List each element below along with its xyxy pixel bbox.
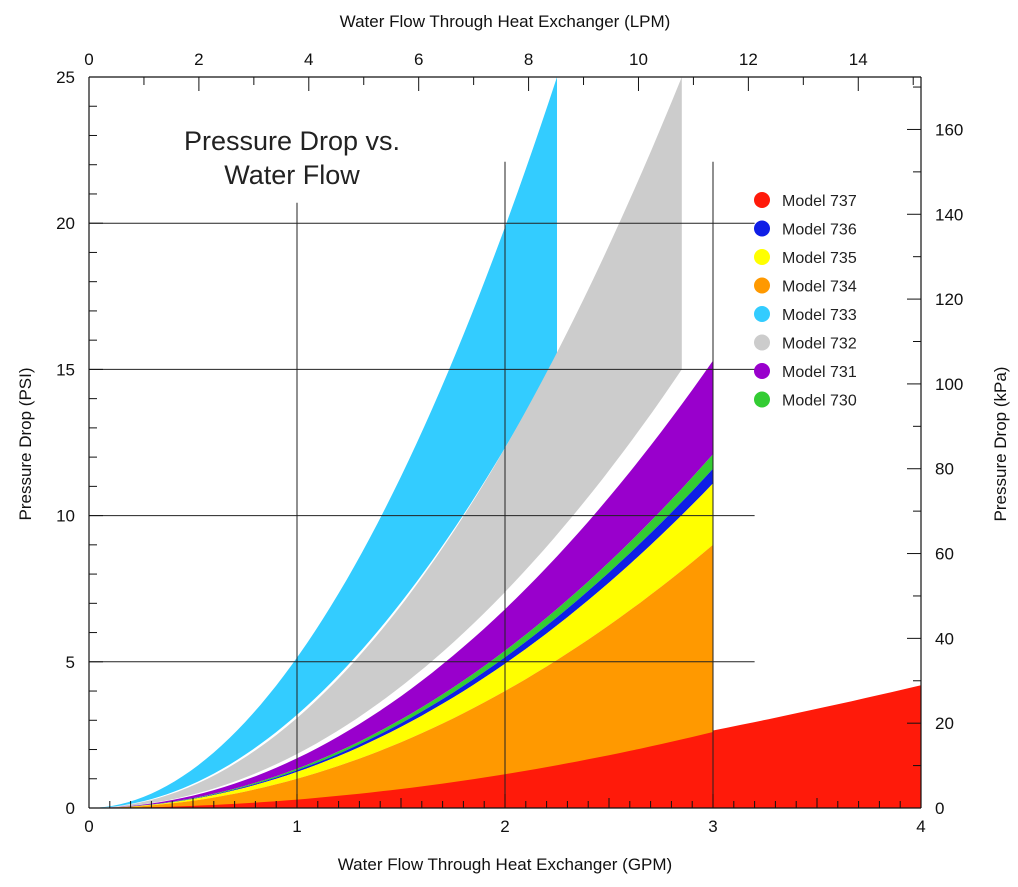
grid-layer — [89, 161, 755, 808]
y-right-tick-label: 20 — [935, 714, 954, 733]
chart-title-line-2: Water Flow — [224, 160, 360, 190]
legend-label: Model 732 — [782, 336, 857, 353]
x-bottom-axis-label: Water Flow Through Heat Exchanger (GPM) — [338, 855, 672, 874]
y-right-tick-label: 100 — [935, 375, 963, 394]
legend-swatch-model-732 — [754, 334, 770, 351]
legend-label: Model 731 — [782, 364, 857, 381]
y-right-tick-label: 80 — [935, 460, 954, 479]
legend-swatch-model-737 — [754, 192, 770, 208]
y-right-tick-label: 0 — [935, 799, 944, 818]
tick-layer — [88, 76, 922, 809]
y-left-tick-label: 0 — [66, 799, 75, 818]
area-model-731 — [89, 360, 713, 808]
legend-label: Model 734 — [782, 279, 857, 296]
x-bottom-tick-label: 1 — [292, 817, 301, 836]
y-left-tick-label: 20 — [56, 214, 75, 233]
x-bottom-tick-label: 4 — [916, 817, 925, 836]
y-left-tick-label: 10 — [56, 507, 75, 526]
chart-title-line-1: Pressure Drop vs. — [184, 126, 400, 156]
legend-swatch-model-734 — [754, 277, 770, 294]
x-bottom-tick-label: 2 — [500, 817, 509, 836]
x-bottom-tick-label: 3 — [708, 817, 717, 836]
legend-label: Model 730 — [782, 393, 857, 410]
x-top-tick-label: 6 — [414, 50, 423, 69]
y-right-tick-label: 40 — [935, 629, 954, 648]
legend-swatch-model-730 — [754, 391, 770, 408]
x-top-tick-label: 10 — [629, 50, 648, 69]
y-left-tick-label: 5 — [66, 653, 75, 672]
legend-label: Model 735 — [782, 250, 857, 267]
x-bottom-tick-label: 0 — [84, 817, 93, 836]
y-right-tick-label: 60 — [935, 545, 954, 564]
y-left-tick-label: 25 — [56, 68, 75, 87]
y-right-tick-label: 140 — [935, 205, 963, 224]
legend-label: Model 736 — [782, 222, 857, 239]
y-right-tick-label: 160 — [935, 120, 963, 139]
y-right-axis-label: Pressure Drop (kPa) — [991, 367, 1010, 522]
x-top-tick-label: 14 — [849, 50, 868, 69]
y-left-axis-label: Pressure Drop (PSI) — [16, 367, 35, 520]
x-top-tick-label: 12 — [739, 50, 758, 69]
y-right-tick-label: 120 — [935, 290, 963, 309]
legend-swatch-model-733 — [754, 306, 770, 322]
legend-label: Model 733 — [782, 307, 857, 324]
legend-swatch-model-736 — [754, 220, 770, 237]
x-top-tick-label: 4 — [304, 50, 313, 69]
legend: Model 737 Model 736 Model 735 Model 734 Mode… — [754, 192, 857, 410]
area-model-734 — [89, 544, 713, 808]
legend-label: Model 737 — [782, 193, 857, 210]
legend-swatch-model-731 — [754, 363, 770, 379]
legend-swatch-model-735 — [754, 249, 770, 265]
x-top-tick-label: 0 — [84, 50, 93, 69]
x-top-axis-label: Water Flow Through Heat Exchanger (LPM) — [340, 12, 671, 31]
y-left-tick-label: 15 — [56, 360, 75, 379]
x-top-tick-label: 8 — [524, 50, 533, 69]
x-top-tick-label: 2 — [194, 50, 203, 69]
